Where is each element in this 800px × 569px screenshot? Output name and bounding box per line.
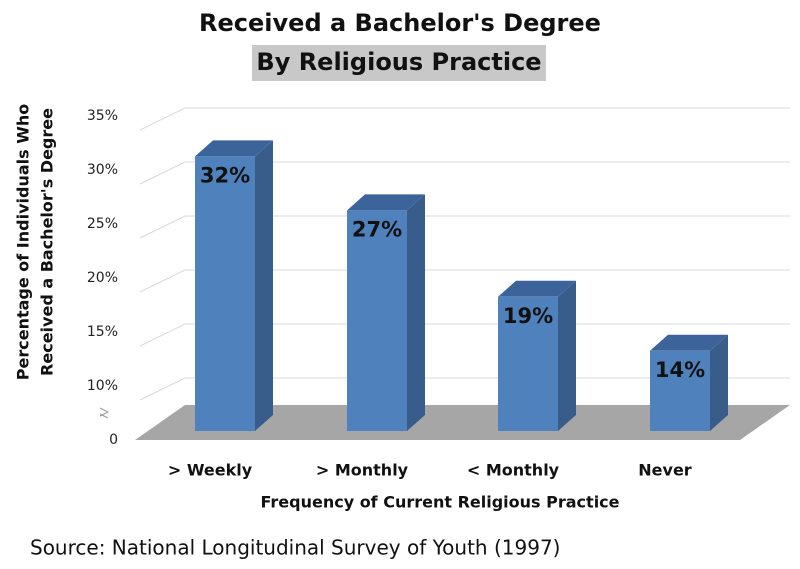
y-tick-label: 10% xyxy=(87,378,118,394)
bar xyxy=(347,210,407,431)
value-label: 19% xyxy=(503,304,553,328)
grid-line xyxy=(139,269,790,293)
grid-line xyxy=(139,215,790,239)
y-tick-label: 0 xyxy=(109,432,118,448)
y-tick-label: 35% xyxy=(87,108,118,124)
bar-side xyxy=(407,194,425,431)
y-axis-label: Percentage of Individuals Who xyxy=(14,104,33,380)
chart-title: Received a Bachelor's Degree xyxy=(199,9,601,37)
bar-top xyxy=(195,140,273,157)
x-axis-label: Frequency of Current Religious Practice xyxy=(260,493,619,512)
y-axis-label: Received a Bachelor's Degree xyxy=(38,108,57,376)
x-tick-label: > Weekly xyxy=(168,461,253,480)
y-tick-label: 15% xyxy=(87,324,118,340)
bar-top xyxy=(498,280,576,297)
bar xyxy=(650,350,710,431)
subtitle-box xyxy=(252,45,546,81)
bar-top xyxy=(347,194,425,211)
bar xyxy=(195,156,255,431)
bar xyxy=(498,296,558,431)
source: Source: National Longitudinal Survey of … xyxy=(30,536,560,560)
grid-line xyxy=(139,323,790,347)
bar-side xyxy=(710,334,728,431)
axis-break xyxy=(99,407,110,419)
x-tick-label: Never xyxy=(638,461,692,480)
grid-line xyxy=(139,377,790,401)
x-tick-label: > Monthly xyxy=(316,461,409,480)
y-tick-label: 30% xyxy=(87,162,118,178)
grid-line xyxy=(139,161,790,185)
value-label: 14% xyxy=(655,358,705,382)
chart-subtitle: By Religious Practice xyxy=(256,48,541,76)
floor xyxy=(135,405,790,440)
y-tick-label: 20% xyxy=(87,270,118,286)
x-tick-label: < Monthly xyxy=(467,461,560,480)
bar-side xyxy=(558,280,576,431)
value-label: 27% xyxy=(352,217,402,241)
value-label: 32% xyxy=(200,163,250,187)
grid-line xyxy=(139,107,790,131)
y-tick-label: 25% xyxy=(87,216,118,232)
bar-side xyxy=(255,140,273,431)
bar-top xyxy=(650,334,728,351)
